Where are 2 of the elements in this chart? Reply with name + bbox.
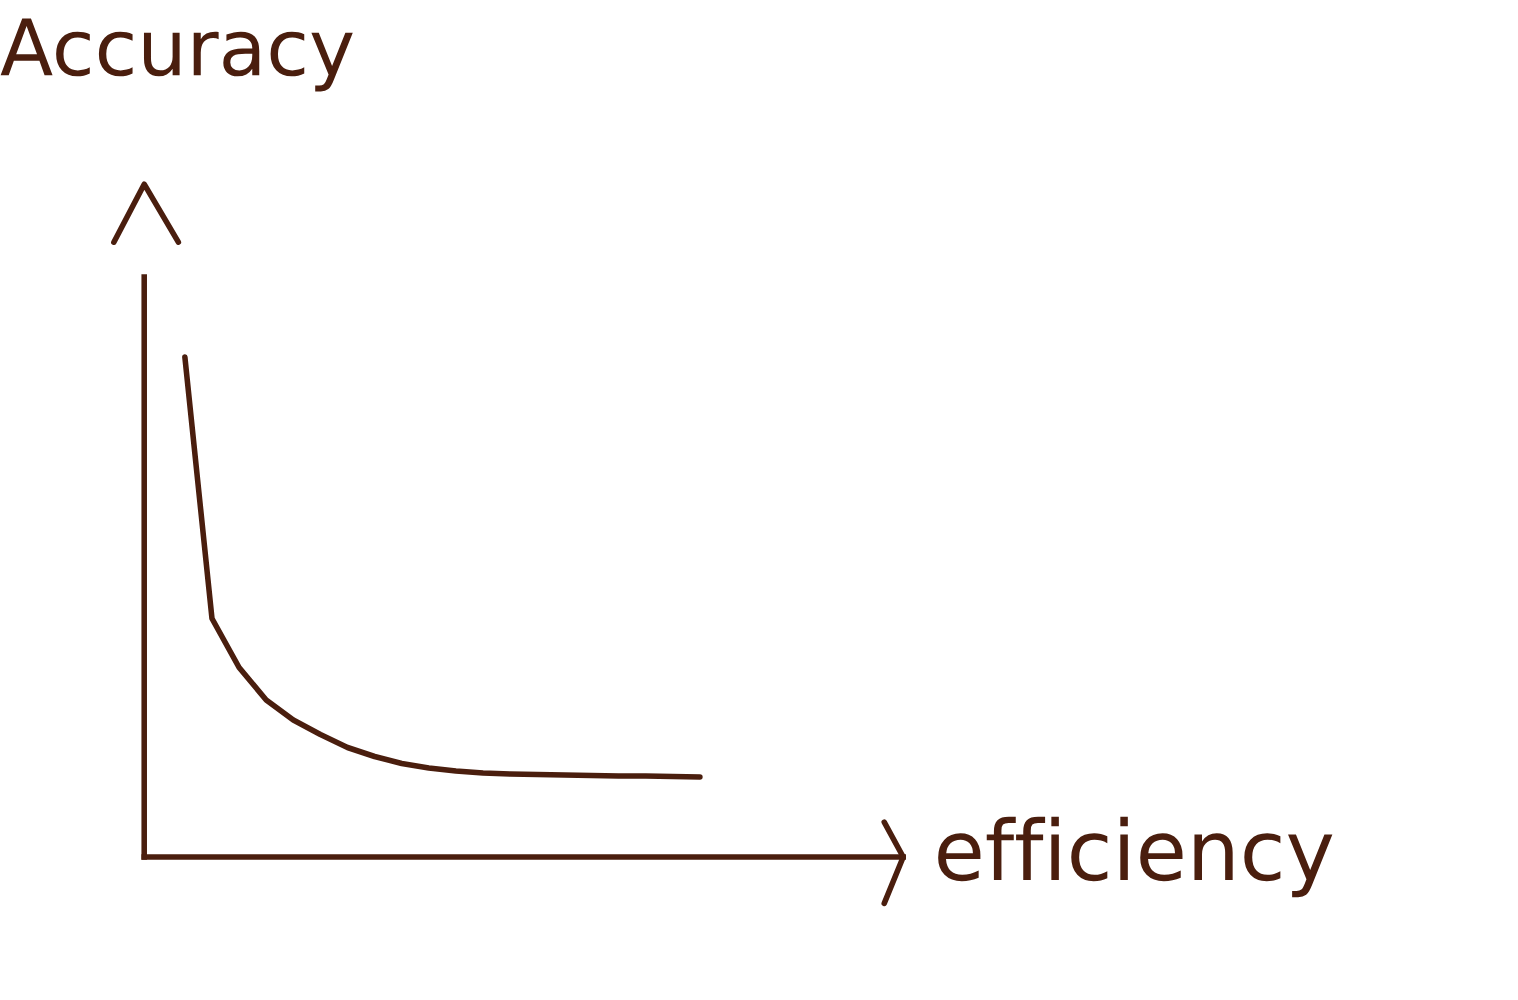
x-axis-title: efficiency bbox=[938, 816, 1333, 898]
y-axis-title: Accuracy bbox=[0, 18, 353, 92]
